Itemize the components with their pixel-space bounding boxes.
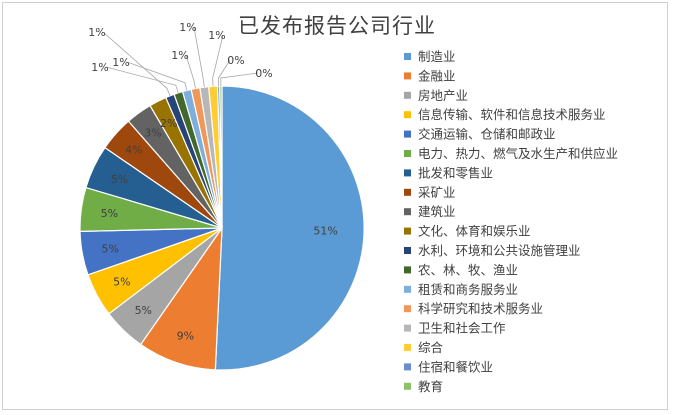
- legend-swatch: [404, 285, 411, 293]
- legend-item: 电力、热力、燃气及水生产和供应业: [418, 146, 618, 161]
- pie-slice: [139, 225, 223, 371]
- legend-item: 科学研究和技术服务业: [418, 301, 543, 316]
- leader-line: [102, 31, 171, 97]
- data-label: 5%: [101, 242, 118, 255]
- data-label: 0%: [227, 54, 244, 67]
- legend-item: 住宿和餐饮业: [418, 359, 493, 374]
- legend-item: 租赁和商务服务业: [418, 282, 518, 297]
- legend-item: 交通运输、仓储和邮政业: [418, 127, 556, 142]
- leader-line: [218, 59, 231, 87]
- data-label: 5%: [101, 207, 118, 220]
- legend-swatch: [404, 130, 411, 138]
- legend-swatch: [404, 150, 411, 157]
- legend-swatch: [404, 266, 411, 274]
- legend-item: 制造业: [418, 49, 456, 64]
- legend-swatch: [404, 111, 411, 119]
- data-label: 9%: [177, 330, 194, 343]
- leader-line: [185, 54, 196, 89]
- legend-item: 文化、体育和娱乐业: [418, 224, 531, 239]
- legend-swatch: [404, 72, 411, 80]
- legend-item: 农、林、牧、渔业: [418, 262, 518, 277]
- data-label: 3%: [144, 126, 161, 139]
- pie-slice: [214, 85, 365, 371]
- legend-swatch: [404, 324, 411, 332]
- legend-swatch: [404, 53, 411, 60]
- pie-slice: [219, 85, 223, 229]
- data-label: 5%: [135, 304, 152, 317]
- legend-swatch: [404, 382, 411, 390]
- legend-item: 建筑业: [418, 204, 456, 219]
- data-label: 2%: [160, 117, 177, 130]
- legend-swatch: [404, 305, 411, 313]
- legend-swatch: [404, 91, 411, 99]
- data-label: 1%: [208, 29, 225, 42]
- legend-item: 批发和零售业: [418, 165, 493, 180]
- legend-item: 信息传输、软件和信息技术服务业: [418, 107, 606, 122]
- legend-item: 金融业: [418, 68, 456, 83]
- data-label: 1%: [171, 49, 188, 62]
- legend-swatch: [404, 169, 411, 177]
- legend-swatch: [404, 344, 411, 351]
- data-label: 1%: [88, 26, 105, 39]
- legend-swatch: [404, 363, 411, 371]
- leader-line: [220, 72, 259, 87]
- legend-item: 教育: [418, 379, 443, 394]
- data-label: 5%: [113, 276, 130, 289]
- leader-line: [105, 66, 179, 94]
- legend-swatch: [404, 188, 411, 196]
- leader-line: [212, 34, 224, 87]
- legend-swatch: [404, 208, 411, 216]
- legend-swatch: [404, 227, 411, 235]
- data-label: 1%: [112, 56, 129, 69]
- data-label: 5%: [111, 173, 128, 186]
- data-label: 4%: [125, 144, 142, 157]
- legend-item: 采矿业: [418, 185, 456, 200]
- data-label: 51%: [313, 224, 337, 237]
- legend-item: 卫生和社会工作: [418, 321, 506, 336]
- data-label: 0%: [255, 67, 272, 80]
- legend-item: 水利、环境和公共设施管理业: [418, 243, 581, 258]
- data-label: 1%: [179, 21, 196, 34]
- legend-item: 综合: [418, 340, 444, 355]
- data-label: 1%: [91, 61, 108, 74]
- legend-item: 房地产业: [418, 88, 468, 103]
- legend-swatch: [404, 247, 411, 254]
- leader-line: [126, 61, 188, 91]
- leader-line: [193, 26, 205, 88]
- chart-title: 已发布报告公司行业: [238, 14, 436, 38]
